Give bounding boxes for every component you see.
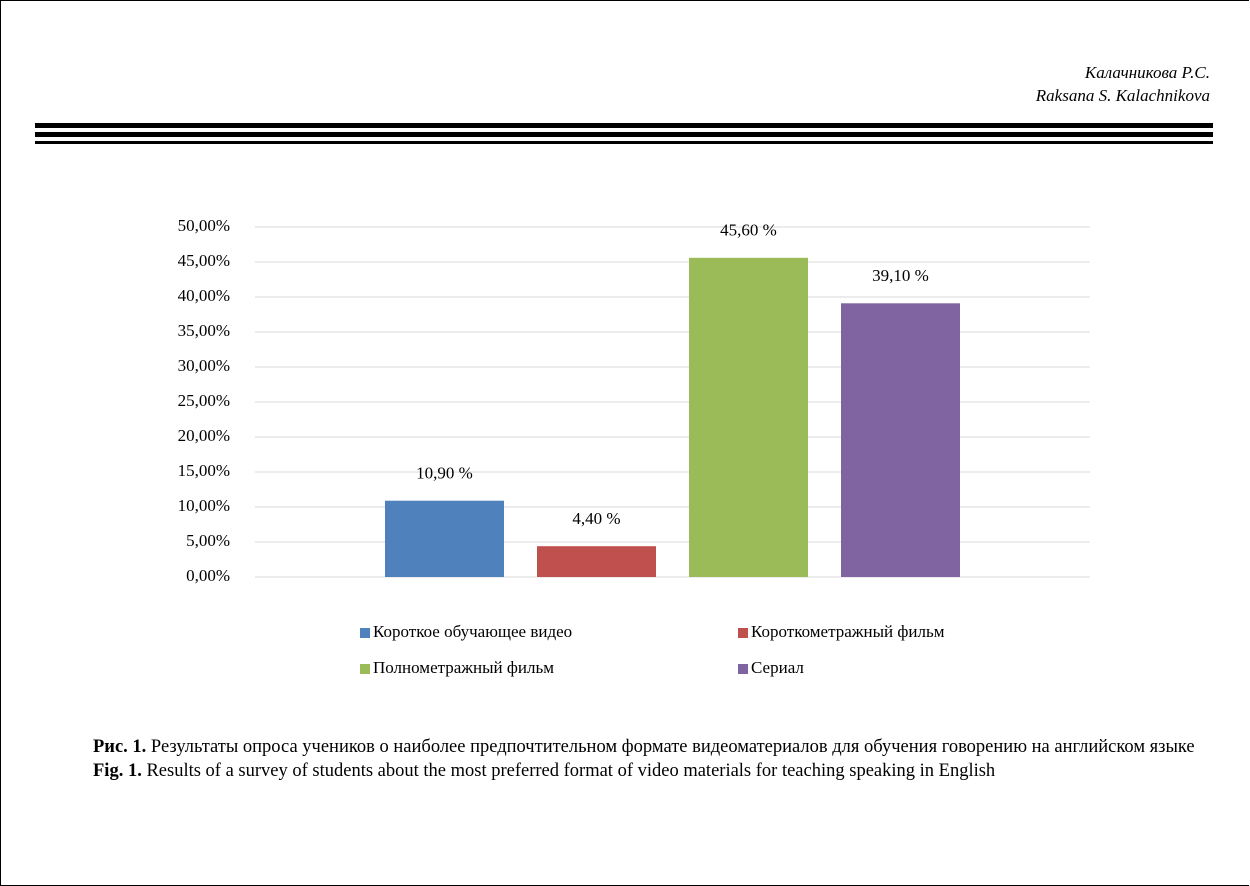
- legend-label: Полнометражный фильм: [373, 658, 554, 677]
- legend-swatch: [360, 628, 370, 638]
- y-tick-label: 30,00%: [178, 356, 230, 375]
- y-tick-label: 15,00%: [178, 461, 230, 480]
- bar: [537, 546, 656, 577]
- y-tick-label: 20,00%: [178, 426, 230, 445]
- header-rule: [35, 123, 1213, 128]
- caption-en: Fig. 1. Results of a survey of students …: [37, 759, 1213, 783]
- y-tick-label: 5,00%: [186, 531, 230, 550]
- bar: [385, 500, 504, 577]
- legend-label: Сериал: [751, 658, 804, 677]
- caption-label: Рис. 1.: [93, 737, 147, 757]
- y-tick-label: 10,00%: [178, 496, 230, 515]
- header-rule: [35, 141, 1213, 144]
- y-tick-label: 50,00%: [178, 216, 230, 235]
- caption-text: Results of a survey of students about th…: [146, 761, 996, 781]
- caption: Рис. 1. Результаты опроса учеников о наи…: [37, 735, 1213, 783]
- y-tick-label: 25,00%: [178, 391, 230, 410]
- caption-label: Fig. 1.: [93, 761, 142, 781]
- y-tick-label: 45,00%: [178, 251, 230, 270]
- legend-label: Короткое обучающее видео: [373, 622, 572, 641]
- value-label: 10,90 %: [416, 464, 473, 483]
- bar: [841, 303, 960, 577]
- author-ru: Калачникова Р.С.: [1084, 63, 1210, 82]
- y-tick-label: 0,00%: [186, 566, 230, 585]
- author-en: Raksana S. Kalachnikova: [1035, 86, 1210, 105]
- legend-label: Короткометражный фильм: [751, 622, 945, 641]
- legend-swatch: [738, 628, 748, 638]
- y-tick-label: 35,00%: [178, 321, 230, 340]
- caption-ru: Рис. 1. Результаты опроса учеников о наи…: [37, 735, 1213, 759]
- header-rule: [35, 132, 1213, 137]
- caption-text: Результаты опроса учеников о наиболее пр…: [150, 737, 1195, 757]
- value-label: 39,10 %: [872, 266, 929, 285]
- legend-swatch: [360, 664, 370, 674]
- y-tick-label: 40,00%: [178, 286, 230, 305]
- chart: 0,00% 5,00% 10,00% 15,00% 20,00% 25,00% 30,00%…: [35, 123, 1213, 677]
- legend-swatch: [738, 664, 748, 674]
- bar: [689, 257, 808, 577]
- value-label: 45,60 %: [720, 221, 777, 240]
- value-label: 4,40 %: [572, 509, 620, 528]
